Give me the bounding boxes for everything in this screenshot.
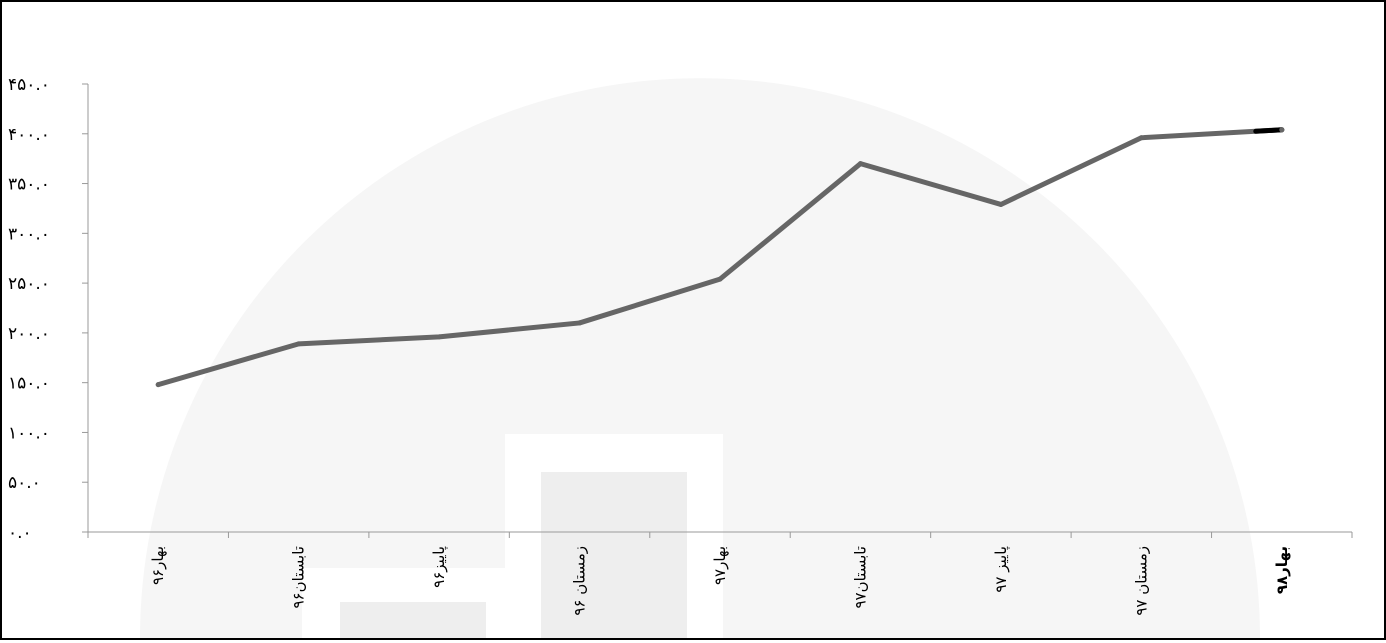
y-tick-label: ۴۰۰.۰ — [8, 125, 50, 145]
y-tick-label: ۰.۰ — [8, 523, 32, 543]
axes — [87, 84, 1352, 533]
data-point — [436, 334, 442, 340]
y-axis-ticks: ۰.۰ ۵۰.۰ ۱۰۰.۰ ۱۵۰.۰ ۲۰۰.۰ ۲۵۰.۰ ۳۰۰.۰ ۳۵۰.۰ ۴۰۰… — [8, 75, 88, 543]
x-tick-label: پاییز۹۶ — [430, 546, 449, 588]
data-point — [857, 161, 863, 167]
y-tick-label: ۳۰۰.۰ — [8, 224, 50, 244]
series-line-end — [1253, 127, 1285, 134]
y-tick-label: ۱۰۰.۰ — [8, 423, 50, 443]
y-tick-label: ۱۵۰.۰ — [8, 374, 50, 394]
x-tick-label: پاییز ۹۷ — [992, 546, 1011, 593]
y-tick-label: ۳۵۰.۰ — [8, 175, 50, 195]
x-tick-label: بهار۹۶ — [149, 546, 167, 585]
x-tick-label: بهار۹۸ — [1273, 546, 1291, 594]
y-tick-label: ۲۵۰.۰ — [8, 274, 50, 294]
x-tick-label: بهار۹۷ — [711, 546, 729, 585]
y-tick-label: ۵۰.۰ — [8, 473, 41, 493]
x-tick-label: تابستان۹۶ — [290, 546, 308, 609]
data-point — [155, 382, 161, 388]
data-point — [296, 341, 302, 347]
x-axis-ticks: بهار۹۶ تابستان۹۶ پاییز۹۶ زمستان ۹۶ بهار۹۷ تاب… — [87, 532, 1353, 616]
series-group — [155, 127, 1285, 388]
data-point — [998, 201, 1004, 207]
data-point — [717, 276, 723, 282]
y-tick-label: ۴۵۰.۰ — [8, 75, 50, 95]
y-tick-label: ۲۰۰.۰ — [8, 324, 50, 344]
data-point — [577, 320, 583, 326]
x-tick-label: تابستان۹۷ — [851, 546, 869, 609]
x-tick-label: زمستان ۹۶ — [571, 546, 589, 616]
watermark-logo — [140, 78, 1260, 638]
data-point — [1138, 135, 1144, 141]
data-point — [1279, 127, 1285, 133]
x-tick-label: زمستان ۹۷ — [1132, 546, 1150, 616]
